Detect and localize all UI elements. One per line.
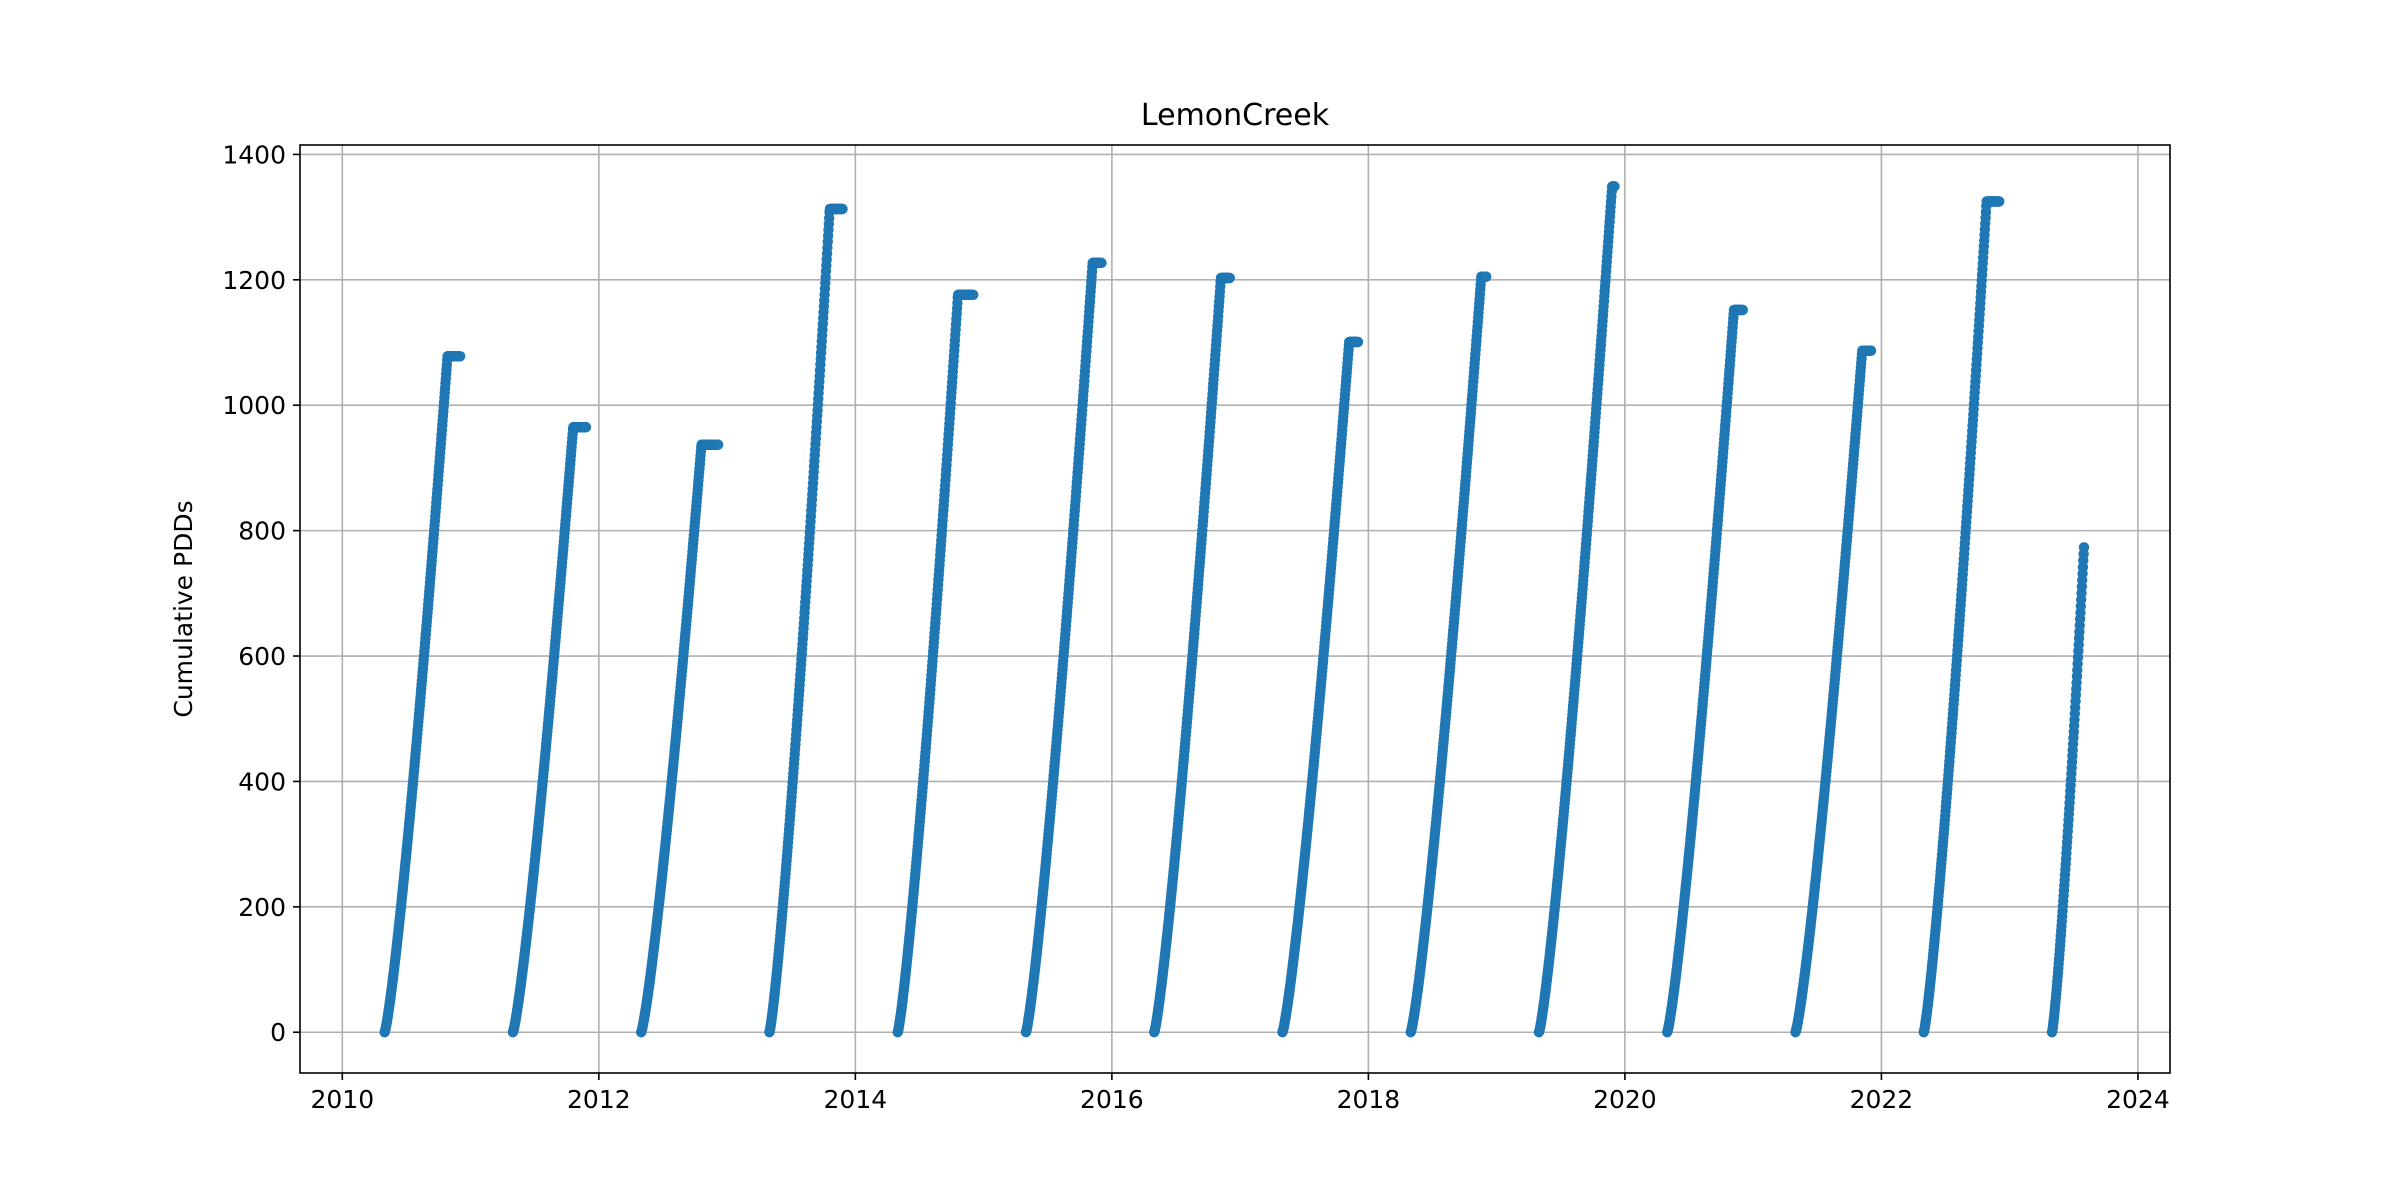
data-point [1096, 257, 1107, 269]
axis-ticks: 2010 2012 2014 2016 2018 2020 2022 2024 0 200 400 6… [222, 140, 2169, 1114]
data-point [2078, 542, 2090, 553]
data-point [712, 439, 724, 450]
data-point [1481, 271, 1492, 282]
data-point [1994, 196, 2005, 207]
y-tick-label: 1400 [222, 140, 286, 169]
y-tick-label: 1200 [222, 266, 286, 295]
y-tick-label: 200 [238, 893, 286, 922]
x-tick-label: 2020 [1593, 1085, 1657, 1114]
data-point [455, 351, 466, 362]
y-tick-label: 0 [270, 1018, 286, 1047]
data-point [837, 203, 848, 215]
data-point [1865, 345, 1877, 356]
x-tick-label: 2010 [311, 1085, 375, 1114]
data-point [1609, 181, 1620, 192]
y-tick-label: 600 [238, 642, 286, 671]
data-point [1224, 272, 1235, 284]
x-tick-label: 2022 [1850, 1085, 1914, 1114]
axes-frame [299, 144, 2171, 1074]
data-point [1352, 336, 1364, 348]
chart-title: LemonCreek [1141, 98, 1330, 133]
data-point [968, 289, 979, 301]
x-tick-label: 2024 [2106, 1085, 2170, 1114]
x-tick-label: 2014 [824, 1085, 888, 1114]
grid [300, 145, 2170, 1073]
y-tick-label: 1000 [222, 391, 286, 420]
y-tick-label: 400 [238, 767, 286, 796]
data-point [580, 421, 592, 433]
data-points [379, 181, 2090, 1038]
x-tick-label: 2012 [567, 1085, 631, 1114]
x-tick-label: 2016 [1080, 1085, 1144, 1114]
x-tick-label: 2018 [1337, 1085, 1401, 1114]
data-point [1737, 304, 1748, 316]
y-axis-label: Cumulative PDDs [169, 500, 198, 717]
y-tick-label: 800 [238, 517, 286, 546]
